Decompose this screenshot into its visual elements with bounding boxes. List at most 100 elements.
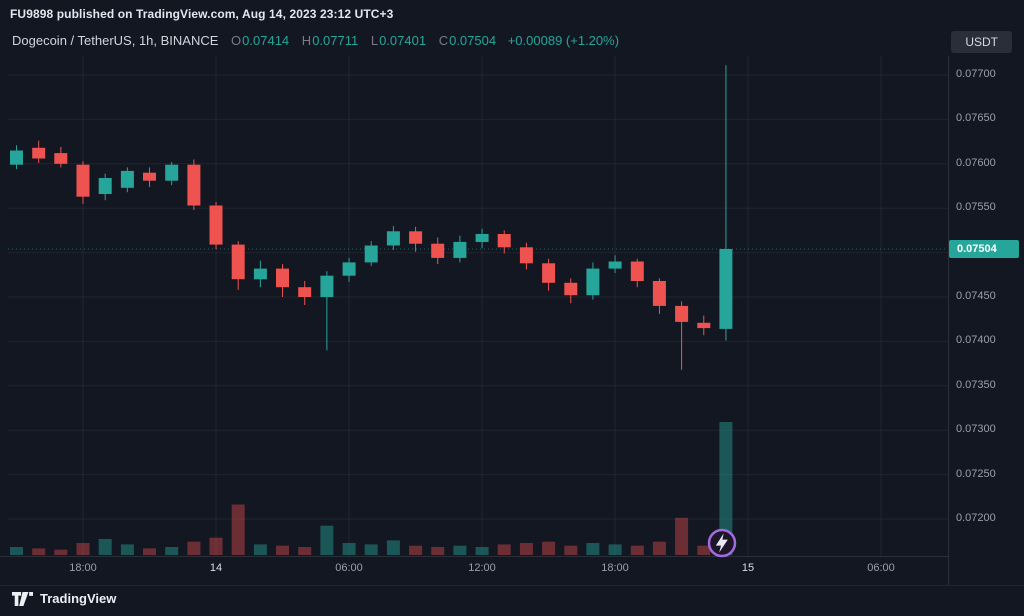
candle-body (298, 287, 312, 297)
symbol-title[interactable]: Dogecoin / TetherUS, 1h, BINANCE (12, 33, 219, 48)
candle-body (10, 150, 23, 165)
time-tick-label: 06:00 (867, 562, 895, 574)
candle-body (386, 231, 400, 246)
ohlc-high-value: 0.07711 (312, 33, 359, 48)
candle-body (719, 249, 733, 329)
published-line: FU9898 published on TradingView.com, Aug… (10, 7, 394, 21)
time-tick-label: 15 (741, 562, 755, 574)
currency-toggle-button[interactable]: USDT (951, 31, 1012, 53)
volume-bar (675, 517, 689, 555)
ohlc-change: +0.00089 (+1.20%) (507, 33, 620, 48)
volume-bar (276, 545, 289, 555)
time-tick-label: 18:00 (601, 562, 629, 574)
volume-bar (719, 422, 733, 555)
volume-bar (386, 540, 400, 555)
candle-body (98, 178, 112, 194)
candle-body (276, 268, 289, 288)
volume-bar (32, 548, 46, 556)
candle-body (431, 243, 445, 258)
tradingview-logo-text: TradingView (40, 591, 117, 606)
candle-body (342, 262, 356, 276)
volume-bar (652, 541, 666, 555)
ohlc-open-label: O (231, 33, 242, 48)
tradingview-logo[interactable]: TradingView (12, 591, 116, 606)
candle-body (675, 305, 689, 322)
candle-body (475, 234, 489, 242)
ohlc-open-value: 0.07414 (242, 33, 290, 48)
candle-body (453, 241, 467, 258)
price-tick-label: 0.07200 (956, 512, 996, 524)
volume-bar (209, 537, 223, 555)
price-tick-label: 0.07300 (956, 423, 996, 436)
volume-bar (364, 544, 378, 555)
price-tick-label: 0.07700 (956, 68, 996, 80)
volume-bar (98, 539, 112, 555)
volume-bar (54, 549, 68, 555)
price-tick-label: 0.07650 (956, 112, 996, 125)
volume-bar (342, 543, 356, 555)
tradingview-logo-icon (12, 591, 33, 606)
candle-body (608, 261, 622, 269)
volume-bar (697, 545, 711, 555)
candle-body (143, 172, 156, 181)
volume-bar (187, 541, 201, 555)
ohlc-low-value: 0.07401 (379, 33, 427, 48)
volume-bar (253, 544, 267, 555)
volume-bar (519, 543, 533, 555)
candle-body (586, 268, 600, 296)
candle-body (564, 282, 578, 296)
price-tick-label: 0.07250 (956, 467, 996, 480)
lightning-icon[interactable] (705, 526, 739, 560)
volume-bar (497, 544, 511, 555)
volume-bar (608, 544, 622, 555)
volume-bar (564, 545, 578, 555)
footer-divider (0, 585, 1024, 586)
volume-bar (165, 547, 179, 555)
ohlc-close-label: C (438, 33, 449, 48)
ohlc-low-label: L (370, 33, 379, 48)
volume-bar (76, 543, 90, 555)
price-tick-label: 0.07550 (956, 201, 996, 214)
candle-body (519, 247, 533, 264)
candle-body (630, 261, 644, 281)
volume-bar (143, 548, 156, 556)
candle-body (187, 164, 201, 206)
time-tick-label: 06:00 (335, 562, 363, 574)
candle-body (320, 275, 334, 297)
price-tick-label: 0.07600 (956, 156, 996, 169)
candle-body (652, 281, 666, 306)
time-tick-label: 18:00 (69, 562, 97, 574)
candle-body (253, 268, 267, 280)
volume-bar (409, 545, 423, 555)
candle-body (497, 234, 511, 248)
last-price-label: 0.07504 (949, 240, 1019, 259)
volume-bar (453, 545, 467, 555)
price-tick-label: 0.07350 (956, 378, 996, 391)
volume-bar (431, 547, 445, 555)
volume-bar (475, 547, 489, 555)
volume-bar (586, 543, 600, 555)
candle-body (697, 322, 711, 329)
candle-body (209, 205, 223, 245)
candle-body (231, 244, 245, 280)
price-axis-divider (948, 56, 949, 585)
candle-body (409, 231, 423, 244)
ohlc-close-value: 0.07504 (449, 33, 497, 48)
ohlc-high-label: H (301, 33, 312, 48)
candle-body (76, 164, 90, 197)
time-tick-label: 12:00 (468, 562, 496, 574)
volume-bar (231, 504, 245, 555)
price-tick-label: 0.07400 (956, 334, 996, 347)
volume-bar (10, 547, 23, 555)
volume-bar (630, 545, 644, 555)
volume-bar (298, 547, 312, 555)
candle-body (54, 153, 68, 164)
candle-body (364, 245, 378, 263)
volume-bar (320, 525, 334, 555)
price-tick-label: 0.07450 (956, 290, 996, 302)
candle-body (165, 164, 179, 181)
time-tick-label: 14 (209, 562, 223, 574)
volume-bar (542, 541, 556, 555)
